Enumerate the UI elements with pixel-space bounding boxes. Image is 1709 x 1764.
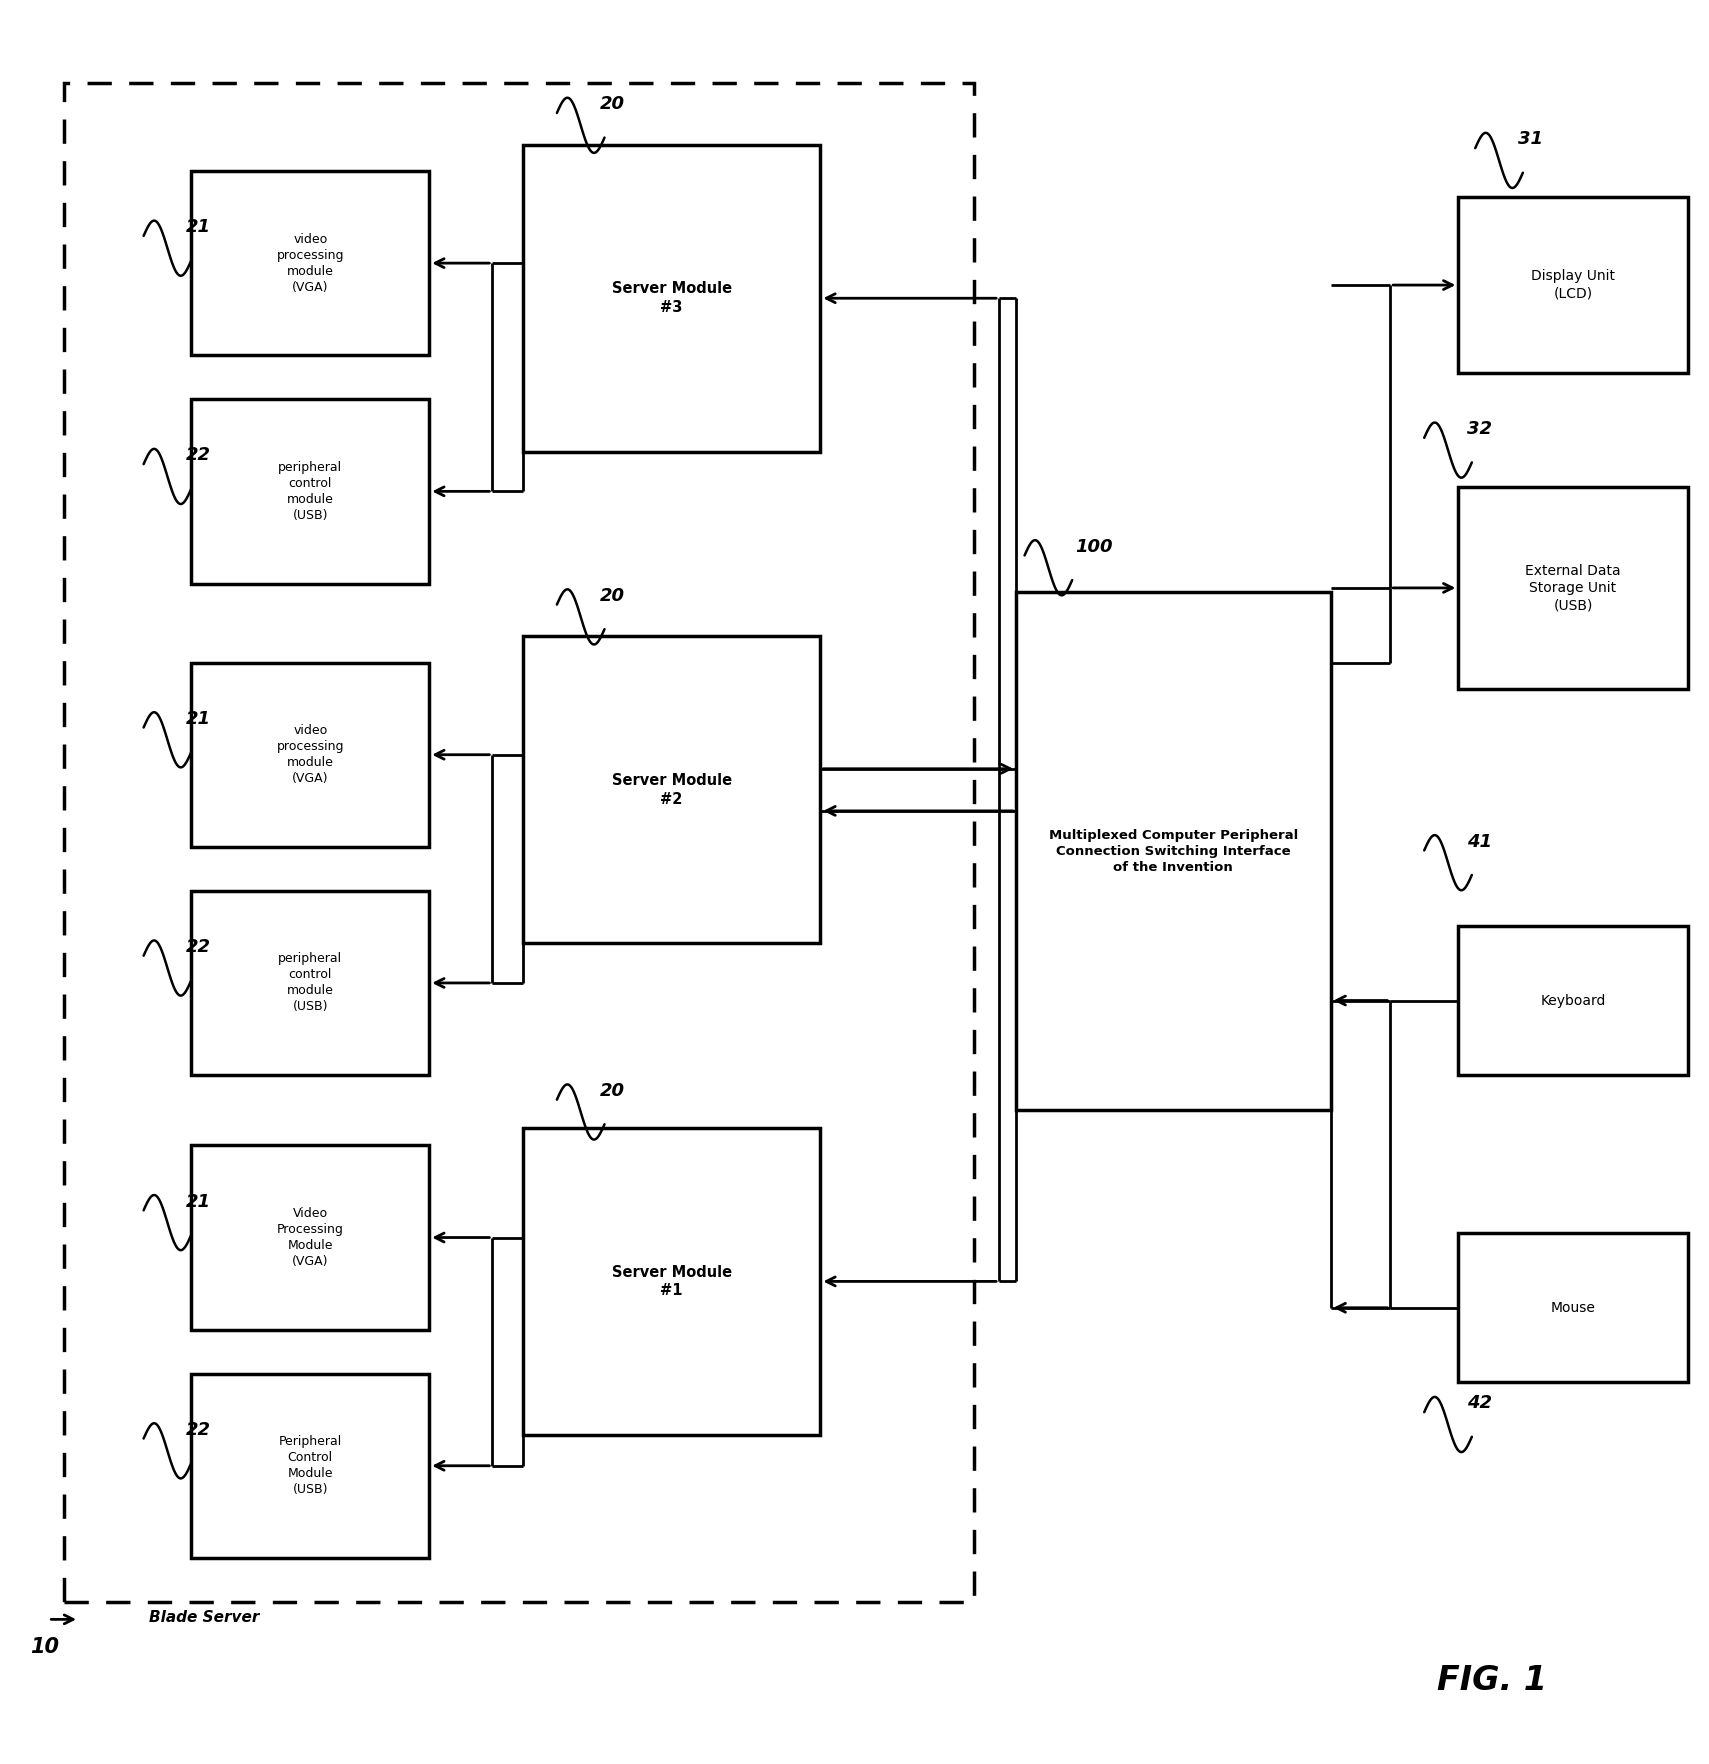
Text: 21: 21 [186,1192,212,1210]
Text: 32: 32 [1466,420,1492,437]
Text: video
processing
module
(VGA): video processing module (VGA) [277,725,344,785]
FancyBboxPatch shape [1458,1233,1688,1383]
FancyBboxPatch shape [1458,198,1688,372]
Text: Server Module
#2: Server Module #2 [612,773,731,806]
Text: 21: 21 [186,219,212,236]
Text: Server Module
#3: Server Module #3 [612,282,731,316]
Text: FIG. 1: FIG. 1 [1437,1663,1547,1697]
Text: 22: 22 [186,938,212,956]
Text: 31: 31 [1518,131,1543,148]
Text: 10: 10 [29,1637,58,1656]
Text: Blade Server: Blade Server [149,1609,260,1625]
FancyBboxPatch shape [191,1145,429,1330]
Text: Multiplexed Computer Peripheral
Connection Switching Interface
of the Invention: Multiplexed Computer Peripheral Connecti… [1049,829,1299,873]
FancyBboxPatch shape [191,891,429,1074]
FancyBboxPatch shape [1458,926,1688,1074]
FancyBboxPatch shape [191,1374,429,1558]
FancyBboxPatch shape [191,171,429,355]
Text: 20: 20 [600,587,624,605]
Text: 42: 42 [1466,1394,1492,1413]
Text: 22: 22 [186,1420,212,1439]
FancyBboxPatch shape [523,145,820,452]
Text: 20: 20 [600,95,624,113]
Text: 20: 20 [600,1081,624,1101]
Text: 41: 41 [1466,833,1492,850]
Text: video
processing
module
(VGA): video processing module (VGA) [277,233,344,293]
FancyBboxPatch shape [191,399,429,584]
Text: Video
Processing
Module
(VGA): Video Processing Module (VGA) [277,1207,344,1268]
Text: Server Module
#1: Server Module #1 [612,1265,731,1298]
FancyBboxPatch shape [191,663,429,847]
FancyBboxPatch shape [63,83,974,1602]
FancyBboxPatch shape [1458,487,1688,690]
FancyBboxPatch shape [523,637,820,944]
Text: peripheral
control
module
(USB): peripheral control module (USB) [279,460,342,522]
Text: Keyboard: Keyboard [1540,993,1606,1007]
FancyBboxPatch shape [1017,593,1331,1110]
Text: 22: 22 [186,446,212,464]
Text: peripheral
control
module
(USB): peripheral control module (USB) [279,953,342,1014]
Text: External Data
Storage Unit
(USB): External Data Storage Unit (USB) [1524,564,1620,612]
FancyBboxPatch shape [523,1127,820,1436]
Text: Display Unit
(LCD): Display Unit (LCD) [1531,270,1615,300]
Text: Peripheral
Control
Module
(USB): Peripheral Control Module (USB) [279,1436,342,1496]
Text: 21: 21 [186,709,212,729]
Text: Mouse: Mouse [1550,1300,1596,1314]
Text: 100: 100 [1075,538,1113,556]
